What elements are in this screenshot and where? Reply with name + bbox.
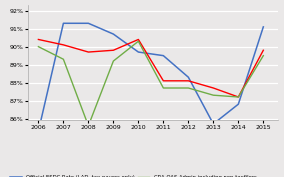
Line: CRA-OAS Admin All Tax-filers: CRA-OAS Admin All Tax-filers [38,39,263,97]
Official ESDC Rate (LAD, tax-payers only) [187,76,190,78]
CRA-OAS Admin All Tax-filers [62,44,65,46]
CRA-OAS Admin including non-taxfilers [62,58,65,60]
CRA-OAS Admin including non-taxfilers [187,87,190,89]
CRA-OAS Admin including non-taxfilers [212,94,215,96]
Official ESDC Rate (LAD, tax-payers only) [112,33,115,35]
CRA-OAS Admin All Tax-filers [212,87,215,89]
CRA-OAS Admin including non-taxfilers [37,46,40,48]
CRA-OAS Admin including non-taxfilers [112,60,115,62]
Line: Official ESDC Rate (LAD, tax-payers only): Official ESDC Rate (LAD, tax-payers only… [38,23,263,131]
CRA-OAS Admin including non-taxfilers [137,40,140,42]
Official ESDC Rate (LAD, tax-payers only) [262,26,265,28]
Official ESDC Rate (LAD, tax-payers only) [137,51,140,53]
CRA-OAS Admin All Tax-filers [137,38,140,41]
Legend: Official ESDC Rate (LAD, tax-payers only), CRA-OAS Admin All Tax-filers, CRA-OAS: Official ESDC Rate (LAD, tax-payers only… [10,175,256,177]
Official ESDC Rate (LAD, tax-payers only) [212,123,215,125]
CRA-OAS Admin including non-taxfilers [162,87,165,89]
Official ESDC Rate (LAD, tax-payers only) [87,22,90,24]
CRA-OAS Admin including non-taxfilers [237,96,240,98]
Official ESDC Rate (LAD, tax-payers only) [37,130,40,132]
Official ESDC Rate (LAD, tax-payers only) [162,55,165,57]
CRA-OAS Admin including non-taxfilers [87,125,90,127]
CRA-OAS Admin All Tax-filers [237,96,240,98]
CRA-OAS Admin All Tax-filers [37,38,40,41]
CRA-OAS Admin All Tax-filers [187,80,190,82]
CRA-OAS Admin All Tax-filers [162,80,165,82]
CRA-OAS Admin including non-taxfilers [262,55,265,57]
Line: CRA-OAS Admin including non-taxfilers: CRA-OAS Admin including non-taxfilers [38,41,263,126]
CRA-OAS Admin All Tax-filers [112,49,115,51]
CRA-OAS Admin All Tax-filers [87,51,90,53]
Official ESDC Rate (LAD, tax-payers only) [237,103,240,105]
Official ESDC Rate (LAD, tax-payers only) [62,22,65,24]
CRA-OAS Admin All Tax-filers [262,49,265,51]
